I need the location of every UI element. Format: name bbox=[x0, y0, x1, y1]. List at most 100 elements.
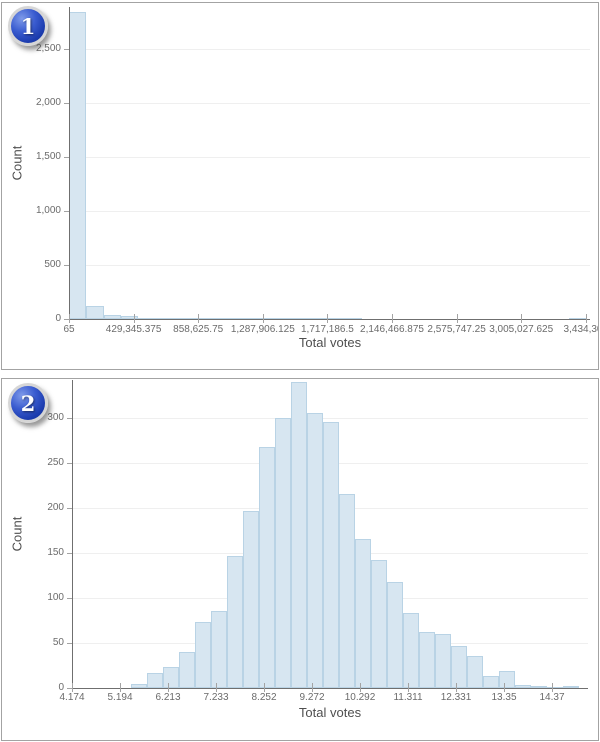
y-tick-mark bbox=[67, 597, 72, 599]
y-tick-label: 2,000 bbox=[35, 97, 61, 108]
y-tick-mark bbox=[67, 642, 72, 644]
histogram-bar bbox=[69, 11, 87, 319]
histogram-bar bbox=[275, 417, 291, 688]
y-axis-line bbox=[72, 380, 73, 689]
x-tick-mark bbox=[552, 683, 553, 692]
y-tick-label: 150 bbox=[47, 546, 64, 558]
histogram-bar bbox=[531, 686, 547, 689]
x-tick-mark bbox=[264, 683, 265, 692]
x-tick-label: 14.37 bbox=[539, 692, 565, 703]
gridline bbox=[69, 211, 590, 212]
y-tick-mark bbox=[67, 552, 72, 554]
x-axis-line bbox=[69, 319, 590, 320]
y-tick-mark bbox=[67, 688, 72, 689]
x-tick-label: 8.252 bbox=[251, 692, 277, 703]
y-tick-label: 100 bbox=[47, 591, 64, 603]
step-1-badge-number: 1 bbox=[20, 13, 36, 39]
histogram-bar bbox=[339, 494, 355, 688]
histogram-bar bbox=[419, 632, 435, 688]
gridline bbox=[72, 417, 588, 419]
y-tick-label: 0 bbox=[55, 313, 61, 324]
x-tick-mark bbox=[521, 314, 523, 323]
x-tick-label: 858,625.75 bbox=[173, 324, 224, 335]
x-tick-mark bbox=[327, 314, 329, 323]
gridline bbox=[69, 49, 590, 50]
x-tick-label: 2,146,466.875 bbox=[360, 324, 424, 335]
y-tick-label: 250 bbox=[47, 456, 64, 468]
x-tick-mark bbox=[360, 683, 361, 692]
figure-2-x-axis-title: Total votes bbox=[298, 705, 362, 720]
y-tick-mark bbox=[67, 507, 72, 509]
x-axis-line bbox=[72, 688, 588, 689]
histogram-bar bbox=[243, 511, 259, 688]
gridline bbox=[69, 265, 590, 266]
histogram-bar bbox=[147, 672, 163, 688]
y-tick-mark bbox=[64, 157, 69, 158]
figure-1-y-axis-title: Count bbox=[9, 145, 25, 181]
y-tick-label: 1,500 bbox=[35, 151, 61, 162]
histogram-bar bbox=[163, 667, 179, 688]
histogram-bar bbox=[435, 633, 451, 688]
y-tick-mark bbox=[64, 49, 69, 50]
histogram-bar bbox=[86, 305, 104, 319]
figure-1-x-axis-title: Total votes bbox=[298, 335, 362, 350]
step-2-badge-number: 2 bbox=[20, 390, 36, 416]
gridline bbox=[69, 157, 590, 158]
y-tick-label: 50 bbox=[52, 636, 64, 648]
y-tick-label: 300 bbox=[47, 411, 64, 423]
x-tick-label: 2,575,747.25 bbox=[427, 324, 486, 335]
x-tick-label: 1,717,186.5 bbox=[300, 324, 354, 335]
figure-2-y-axis-title: Count bbox=[9, 516, 25, 552]
x-tick-mark bbox=[585, 314, 587, 323]
x-tick-label: 4.174 bbox=[59, 692, 85, 703]
histogram-bar bbox=[259, 446, 275, 688]
y-tick-mark bbox=[64, 103, 69, 104]
y-tick-label: 2,500 bbox=[35, 43, 61, 54]
histogram-bar bbox=[387, 581, 403, 688]
histogram-bar bbox=[323, 422, 339, 688]
histogram-bar bbox=[179, 651, 195, 688]
y-axis-line bbox=[69, 7, 70, 320]
histogram-bar bbox=[227, 555, 243, 688]
x-tick-mark bbox=[69, 314, 70, 323]
step-2-badge: 2 bbox=[8, 383, 48, 423]
x-tick-label: 13.35 bbox=[491, 692, 517, 703]
x-tick-label: 11.311 bbox=[393, 692, 423, 703]
histogram-bar bbox=[195, 622, 211, 688]
x-tick-label: 3,005,027.625 bbox=[489, 324, 554, 335]
x-tick-mark bbox=[168, 683, 169, 692]
y-tick-label: 1,000 bbox=[35, 205, 61, 216]
histogram-bar bbox=[120, 316, 138, 319]
x-tick-label: 12.331 bbox=[440, 692, 472, 703]
histogram-bar bbox=[467, 655, 483, 688]
x-tick-mark bbox=[120, 683, 121, 692]
step-1-badge: 1 bbox=[8, 6, 48, 46]
histogram-bar bbox=[403, 613, 419, 688]
histogram-bar bbox=[211, 611, 227, 688]
histogram-bar bbox=[483, 676, 499, 688]
x-tick-label: 9.272 bbox=[299, 692, 325, 703]
x-tick-mark bbox=[392, 314, 393, 323]
x-tick-mark bbox=[262, 314, 264, 323]
x-tick-label: 65 bbox=[63, 324, 75, 335]
x-tick-mark bbox=[408, 683, 409, 692]
x-tick-mark bbox=[198, 314, 200, 323]
x-tick-mark bbox=[133, 314, 135, 323]
x-tick-mark bbox=[456, 683, 457, 692]
histogram-bar bbox=[103, 314, 121, 319]
histogram-bar bbox=[371, 560, 387, 688]
histogram-bar bbox=[563, 686, 579, 689]
x-tick-label: 1,287,906.125 bbox=[230, 324, 295, 335]
histogram-bar bbox=[499, 670, 515, 688]
figure-2-log-votes-histogram: 2 Count Total votes 4.174 5.194 6.213 7.233… bbox=[1, 378, 599, 741]
figure-1-raw-votes-histogram: 1 Count Total votes 65 429,345.375 858,625… bbox=[1, 2, 599, 370]
x-tick-mark bbox=[504, 683, 505, 692]
y-tick-mark bbox=[67, 462, 72, 464]
x-tick-mark bbox=[312, 683, 313, 692]
y-tick-mark bbox=[67, 417, 72, 419]
y-tick-mark bbox=[64, 211, 69, 212]
histogram-bar bbox=[451, 645, 467, 688]
y-tick-mark bbox=[64, 319, 69, 320]
gridline bbox=[69, 103, 590, 104]
